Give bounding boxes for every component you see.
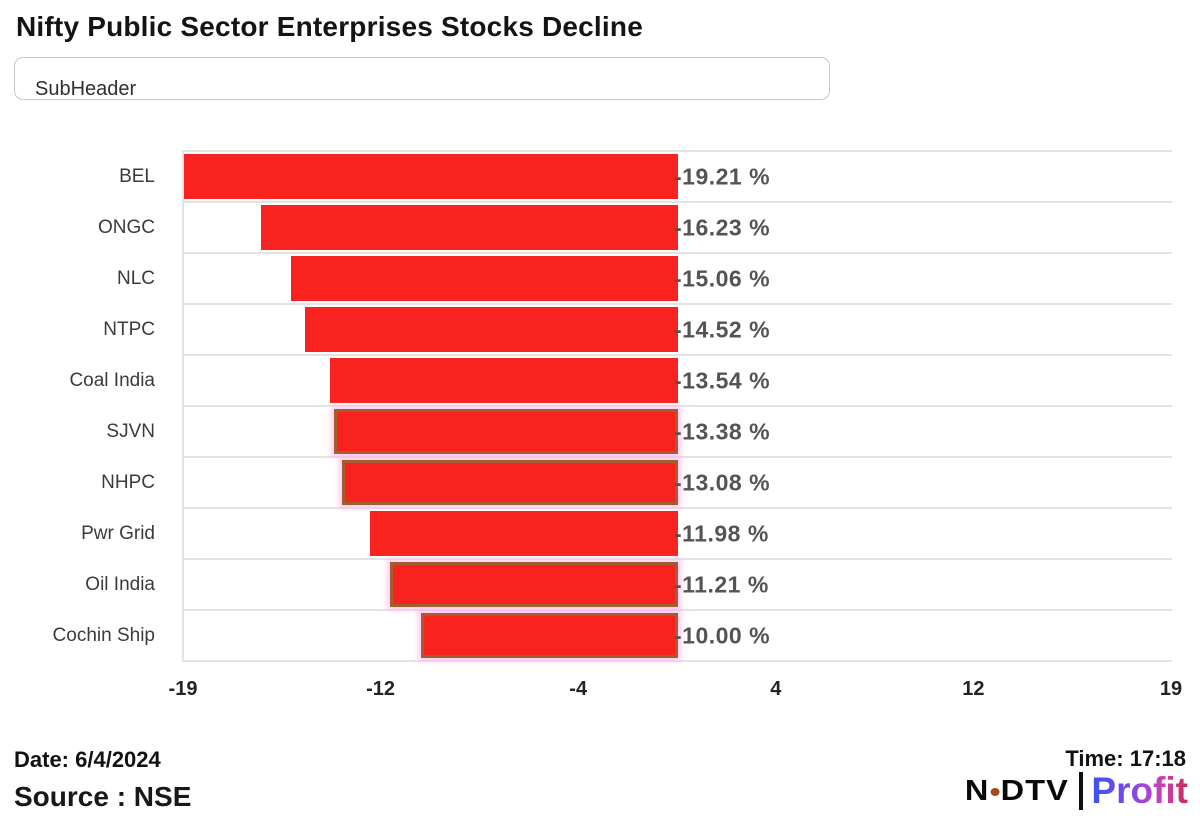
profit-wordmark: Profit <box>1091 770 1188 811</box>
value-label: -16.23 % <box>674 214 771 240</box>
value-bar <box>260 205 678 250</box>
ndtv-wordmark: N DTV <box>965 775 1069 808</box>
ndtv-profit-logo: N DTV Profit <box>965 769 1188 813</box>
ndtv-dot-icon <box>990 788 1000 796</box>
category-label: NTPC <box>103 318 155 340</box>
subheader-input[interactable]: SubHeader <box>14 57 830 100</box>
x-tick-label: 12 <box>962 678 985 700</box>
value-bar <box>329 358 678 403</box>
value-label: -13.08 % <box>674 469 771 495</box>
chart-row: NHPC -13.08 % <box>101 458 1172 509</box>
chart-row: Pwr Grid -11.98 % <box>81 509 1172 560</box>
value-label: -15.06 % <box>674 265 771 291</box>
value-bar <box>341 460 678 505</box>
value-bar <box>184 154 678 199</box>
chart-row: NLC -15.06 % <box>117 254 1172 305</box>
value-bar <box>420 613 678 658</box>
value-label: -13.54 % <box>674 367 771 393</box>
category-label: Oil India <box>85 573 155 595</box>
x-tick-label: 19 <box>1159 678 1183 700</box>
value-bar <box>290 256 678 301</box>
footer-date: Date: 6/4/2024 <box>14 747 161 772</box>
x-tick-label: 4 <box>770 678 782 700</box>
value-bar <box>304 307 678 352</box>
value-label: -11.21 % <box>674 571 769 597</box>
x-tick-label: -4 <box>569 678 588 700</box>
logo-separator-bar <box>1079 772 1084 810</box>
chart-row: SJVN -13.38 % <box>106 407 1172 458</box>
category-label: Cochin Ship <box>52 624 155 646</box>
plot-area: BEL -19.21 % ONGC -16.23 % NLC -15.06 % NTPC -1… <box>53 150 1172 662</box>
value-bar <box>389 562 678 607</box>
category-label: NHPC <box>101 471 155 493</box>
value-bar <box>333 409 678 454</box>
ndtv-letter-n: N <box>965 774 990 807</box>
ndtv-letters-dtv: DTV <box>1001 774 1070 807</box>
chart-row: Oil India -11.21 % <box>85 560 1172 611</box>
value-label: -14.52 % <box>674 316 771 342</box>
page-title: Nifty Public Sector Enterprises Stocks D… <box>16 11 643 42</box>
chart-row: ONGC -16.23 % <box>98 203 1172 254</box>
footer-source: Source : NSE <box>14 781 192 812</box>
category-label: BEL <box>119 165 155 187</box>
value-label: -11.98 % <box>674 520 769 546</box>
category-label: SJVN <box>106 420 155 442</box>
category-label: ONGC <box>98 216 155 238</box>
chart-row: Coal India -13.54 % <box>69 356 1172 407</box>
chart-row: BEL -19.21 % <box>119 152 1172 203</box>
x-axis: -19 -12 -4 4 12 19 <box>169 678 1183 704</box>
value-bar <box>369 511 678 556</box>
value-label: -19.21 % <box>674 163 771 189</box>
x-tick-label: -12 <box>366 678 396 700</box>
category-label: Coal India <box>69 369 155 391</box>
x-tick-label: -19 <box>168 678 198 700</box>
value-label: -10.00 % <box>674 622 771 648</box>
category-label: NLC <box>116 267 155 289</box>
chart-row: Cochin Ship -10.00 % <box>53 611 1172 662</box>
chart-row: NTPC -14.52 % <box>103 305 1172 356</box>
value-label: -13.38 % <box>674 418 771 444</box>
subheader-input-value: SubHeader <box>35 78 137 100</box>
category-label: Pwr Grid <box>81 522 155 544</box>
footer-time: Time: 17:18 <box>1065 746 1186 771</box>
